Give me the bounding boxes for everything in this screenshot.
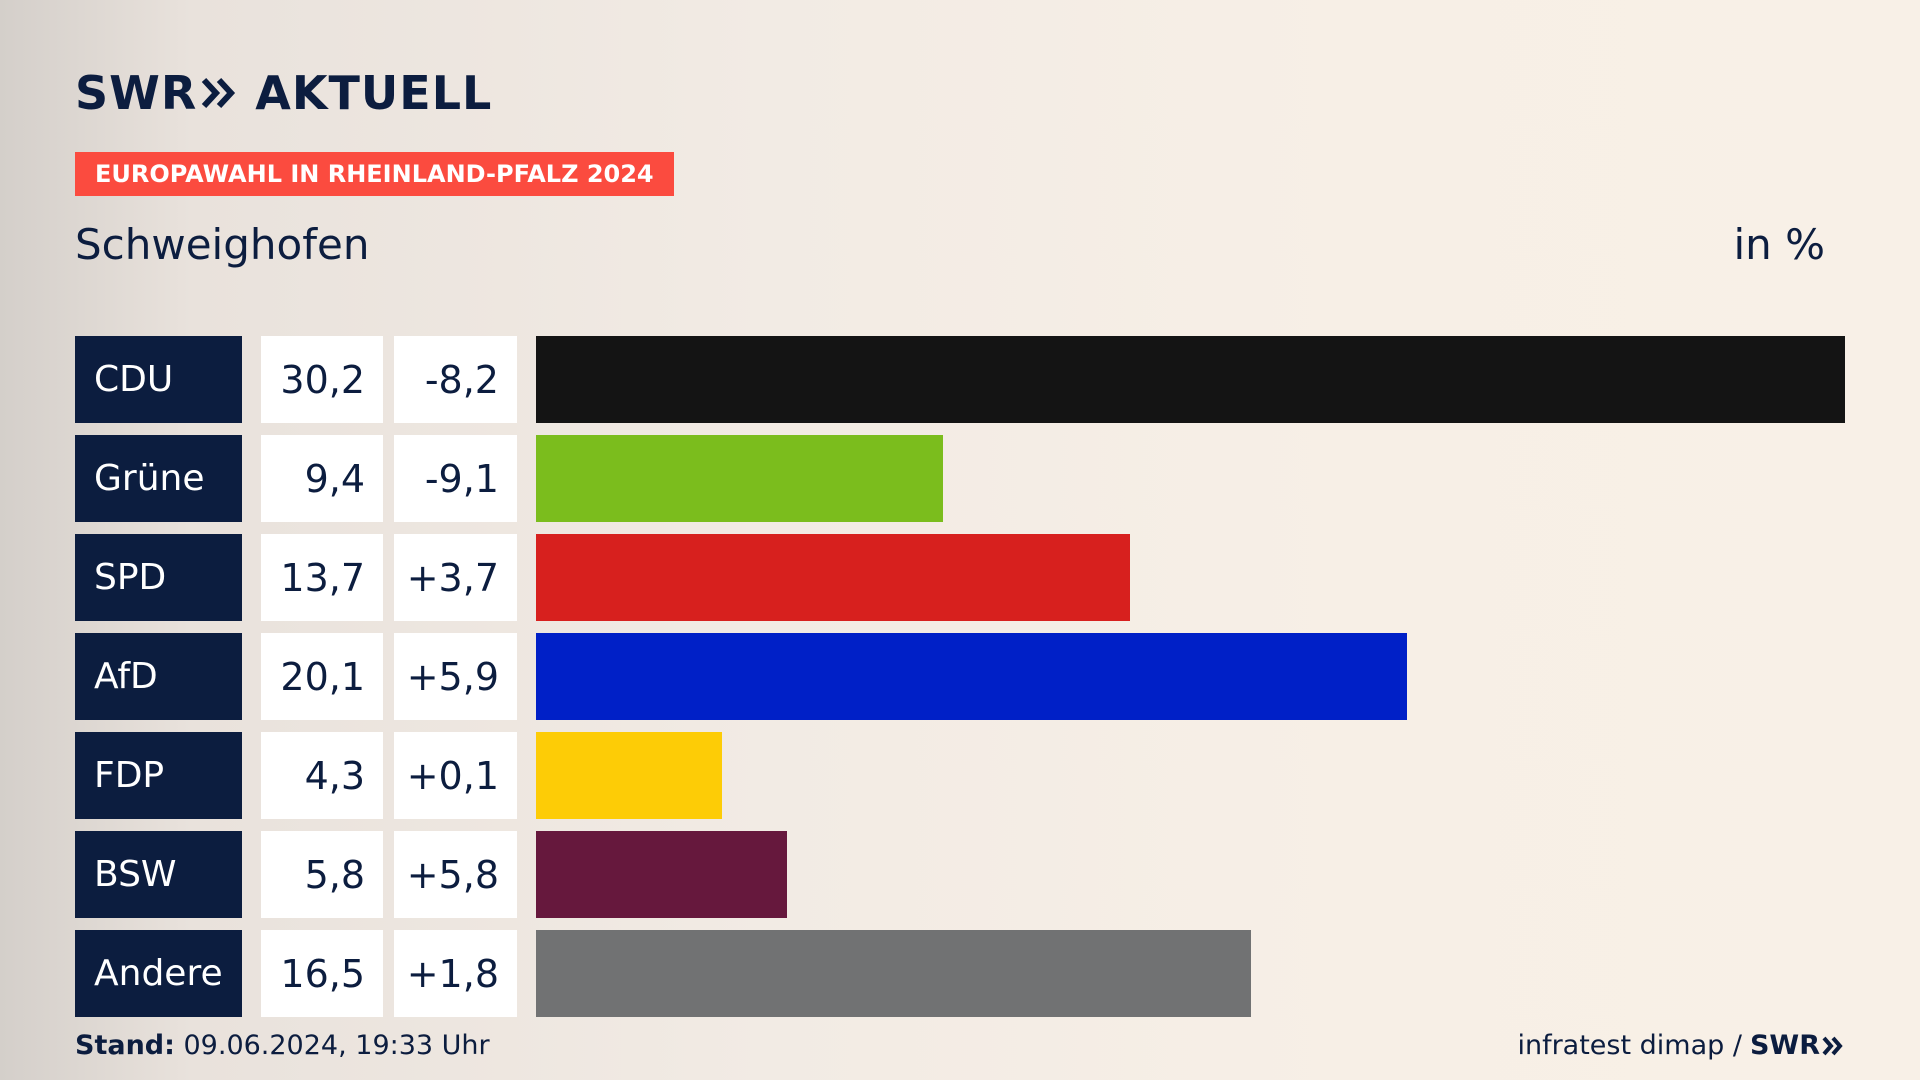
swr-small-logo-text: SWR — [1749, 1030, 1820, 1061]
party-label: Grüne — [75, 435, 242, 522]
vote-share-bar — [536, 534, 1130, 621]
change-value: +5,9 — [394, 633, 517, 720]
party-label: SPD — [75, 534, 242, 621]
party-label: AfD — [75, 633, 242, 720]
vote-share-bar — [536, 633, 1407, 720]
vote-share-value: 16,5 — [261, 930, 383, 1017]
stand-label: Stand: — [75, 1030, 175, 1061]
vote-share-value: 20,1 — [261, 633, 383, 720]
timestamp: Stand: 09.06.2024, 19:33 Uhr — [75, 1030, 490, 1061]
swr-small-logo: SWR — [1750, 1030, 1844, 1061]
swr-aktuell-logo: SWR AKTUELL — [75, 66, 492, 120]
double-chevron-icon — [202, 77, 236, 109]
election-tag: EUROPAWAHL IN RHEINLAND-PFALZ 2024 — [75, 152, 674, 196]
swr-logo: SWR — [75, 66, 237, 120]
vote-share-value: 30,2 — [261, 336, 383, 423]
unit-label: in % — [1733, 220, 1825, 269]
vote-share-value: 9,4 — [261, 435, 383, 522]
party-label: FDP — [75, 732, 242, 819]
place-title: Schweighofen — [75, 220, 370, 269]
vote-share-value: 13,7 — [261, 534, 383, 621]
source-text: infratest dimap / — [1517, 1030, 1742, 1061]
small-double-chevron-icon — [1822, 1036, 1843, 1055]
vote-share-bar — [536, 930, 1251, 1017]
vote-share-bar — [536, 435, 943, 522]
vote-share-bar — [536, 732, 722, 819]
party-label: BSW — [75, 831, 242, 918]
vote-share-bar — [536, 336, 1845, 423]
stand-value: 09.06.2024, 19:33 Uhr — [174, 1030, 490, 1061]
party-label: Andere — [75, 930, 242, 1017]
vote-share-bar — [536, 831, 787, 918]
change-value: +5,8 — [394, 831, 517, 918]
vote-share-value: 4,3 — [261, 732, 383, 819]
swr-logo-text: SWR — [75, 66, 198, 120]
change-value: -8,2 — [394, 336, 517, 423]
change-value: -9,1 — [394, 435, 517, 522]
party-label: CDU — [75, 336, 242, 423]
change-value: +3,7 — [394, 534, 517, 621]
aktuell-logo-text: AKTUELL — [255, 66, 493, 120]
vote-share-value: 5,8 — [261, 831, 383, 918]
change-value: +0,1 — [394, 732, 517, 819]
source-credit: infratest dimap / SWR — [1517, 1030, 1844, 1061]
change-value: +1,8 — [394, 930, 517, 1017]
